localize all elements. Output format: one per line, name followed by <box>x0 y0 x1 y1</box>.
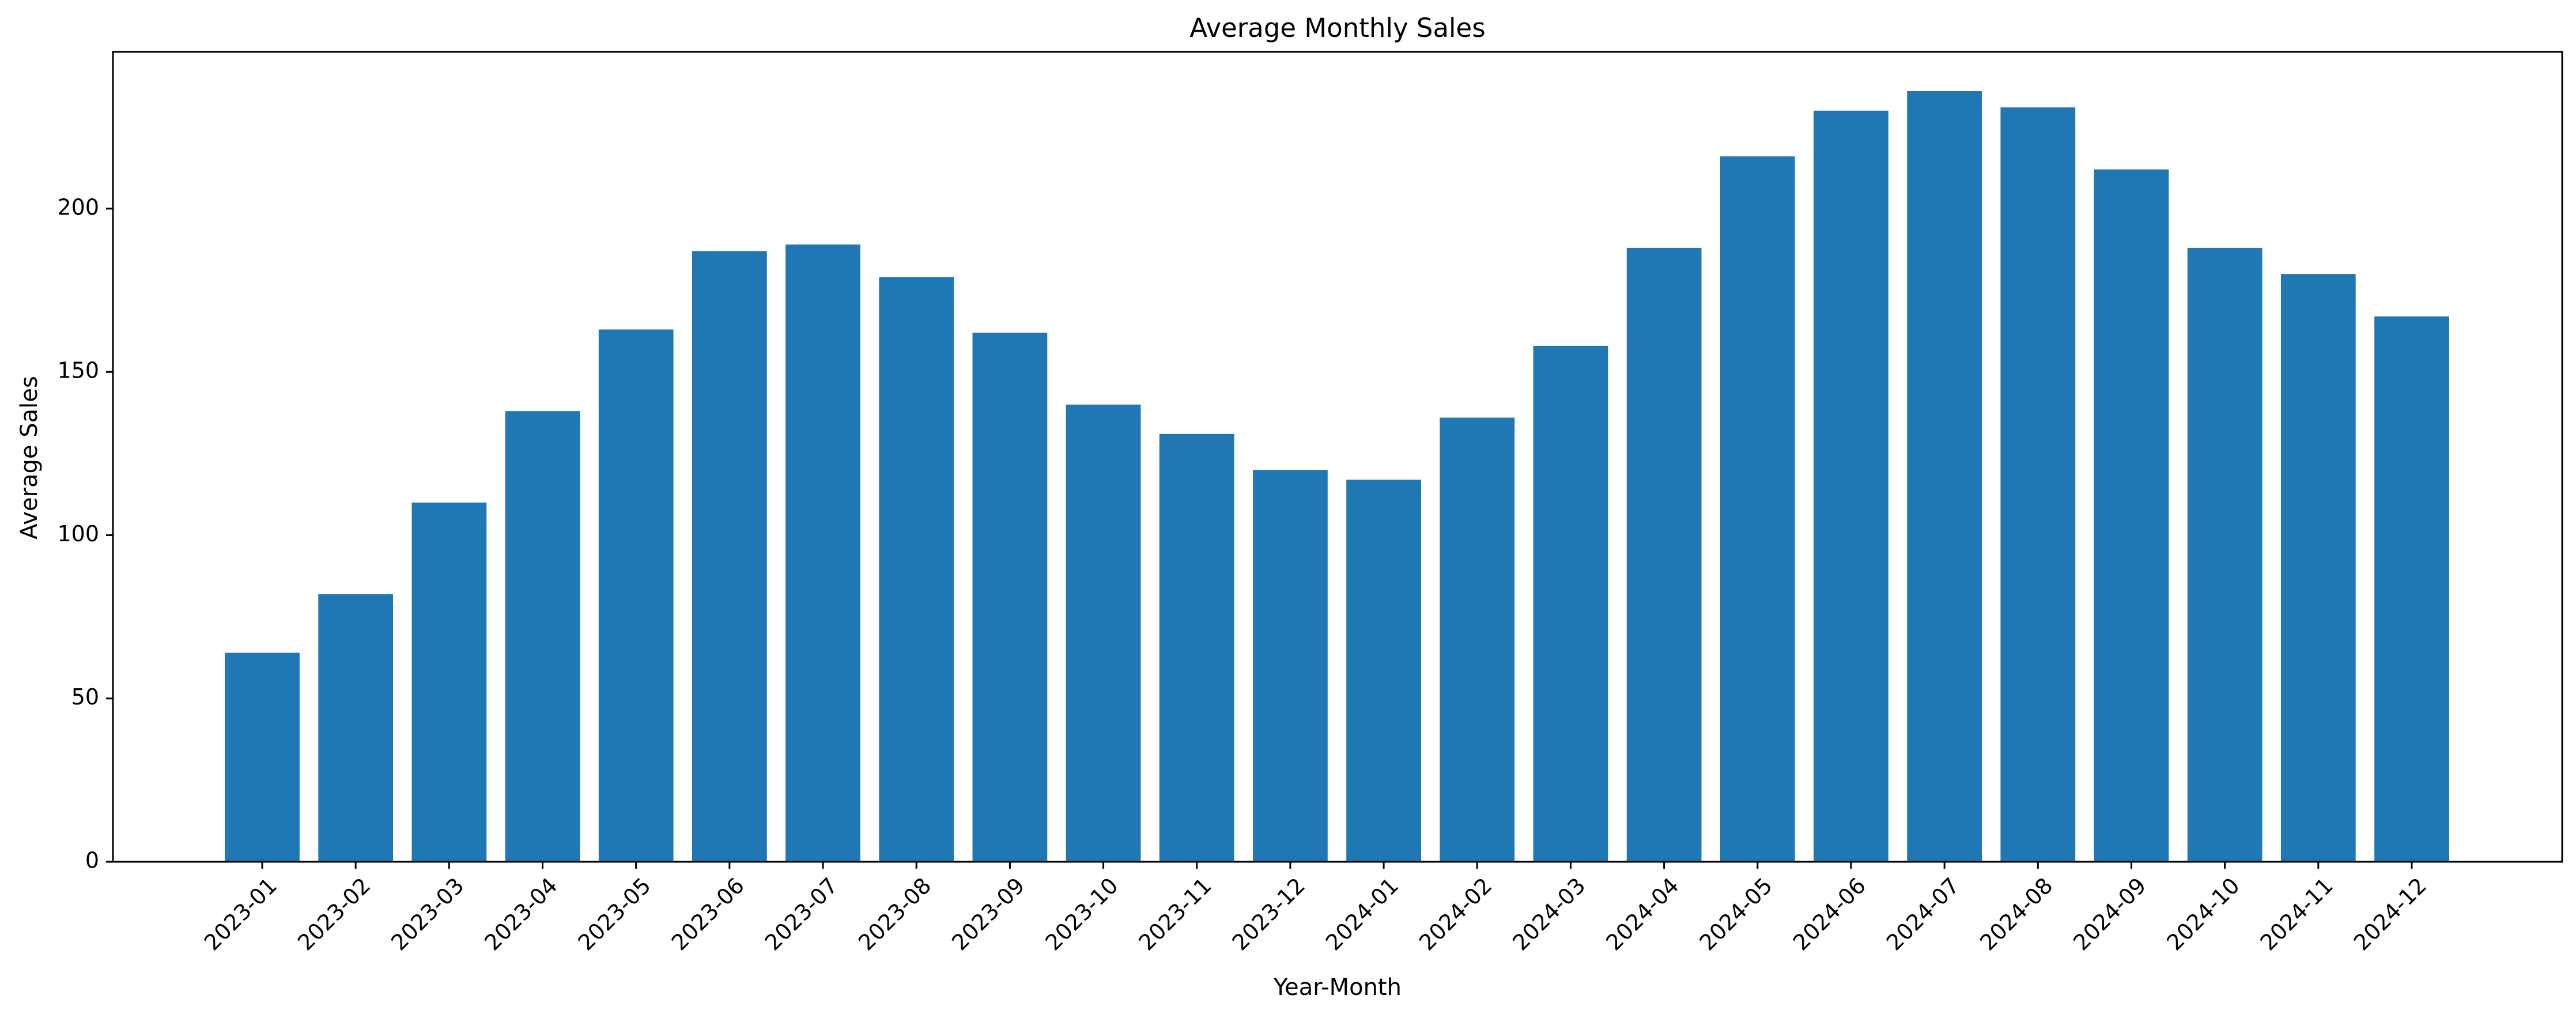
bar <box>972 333 1048 862</box>
bar <box>2094 169 2169 862</box>
bar <box>2280 274 2356 862</box>
bar <box>1346 480 1421 862</box>
y-axis-label: Average Sales <box>16 376 43 539</box>
bar <box>1159 433 1234 862</box>
bar <box>1907 91 1982 862</box>
bar <box>1533 345 1608 862</box>
bar <box>692 251 767 862</box>
bar <box>1814 110 1888 862</box>
y-tick-label: 100 <box>57 521 99 546</box>
y-tick-label: 200 <box>57 194 99 220</box>
bar <box>225 653 300 862</box>
y-tick-label: 0 <box>85 848 99 873</box>
bars-layer <box>225 91 2449 862</box>
bar <box>411 502 487 862</box>
bar <box>1066 404 1141 862</box>
bar <box>598 329 674 862</box>
x-axis-label: Year-Month <box>1273 974 1402 1001</box>
bar <box>785 244 860 862</box>
bar <box>1720 156 1795 862</box>
y-axis-ticks: 0 50 100 150 200 <box>57 194 113 873</box>
bar <box>1626 247 1702 862</box>
y-tick-label: 150 <box>57 358 99 383</box>
plot-frame <box>112 51 2563 863</box>
bar <box>505 411 580 862</box>
bar <box>2000 107 2076 862</box>
bar <box>879 277 954 862</box>
bar <box>2374 316 2449 862</box>
bar <box>2187 247 2263 862</box>
bar <box>1440 417 1515 862</box>
chart-title: Average Monthly Sales <box>1189 13 1485 43</box>
bar <box>318 594 394 862</box>
y-tick-label: 50 <box>71 684 99 710</box>
bar <box>1253 470 1328 862</box>
